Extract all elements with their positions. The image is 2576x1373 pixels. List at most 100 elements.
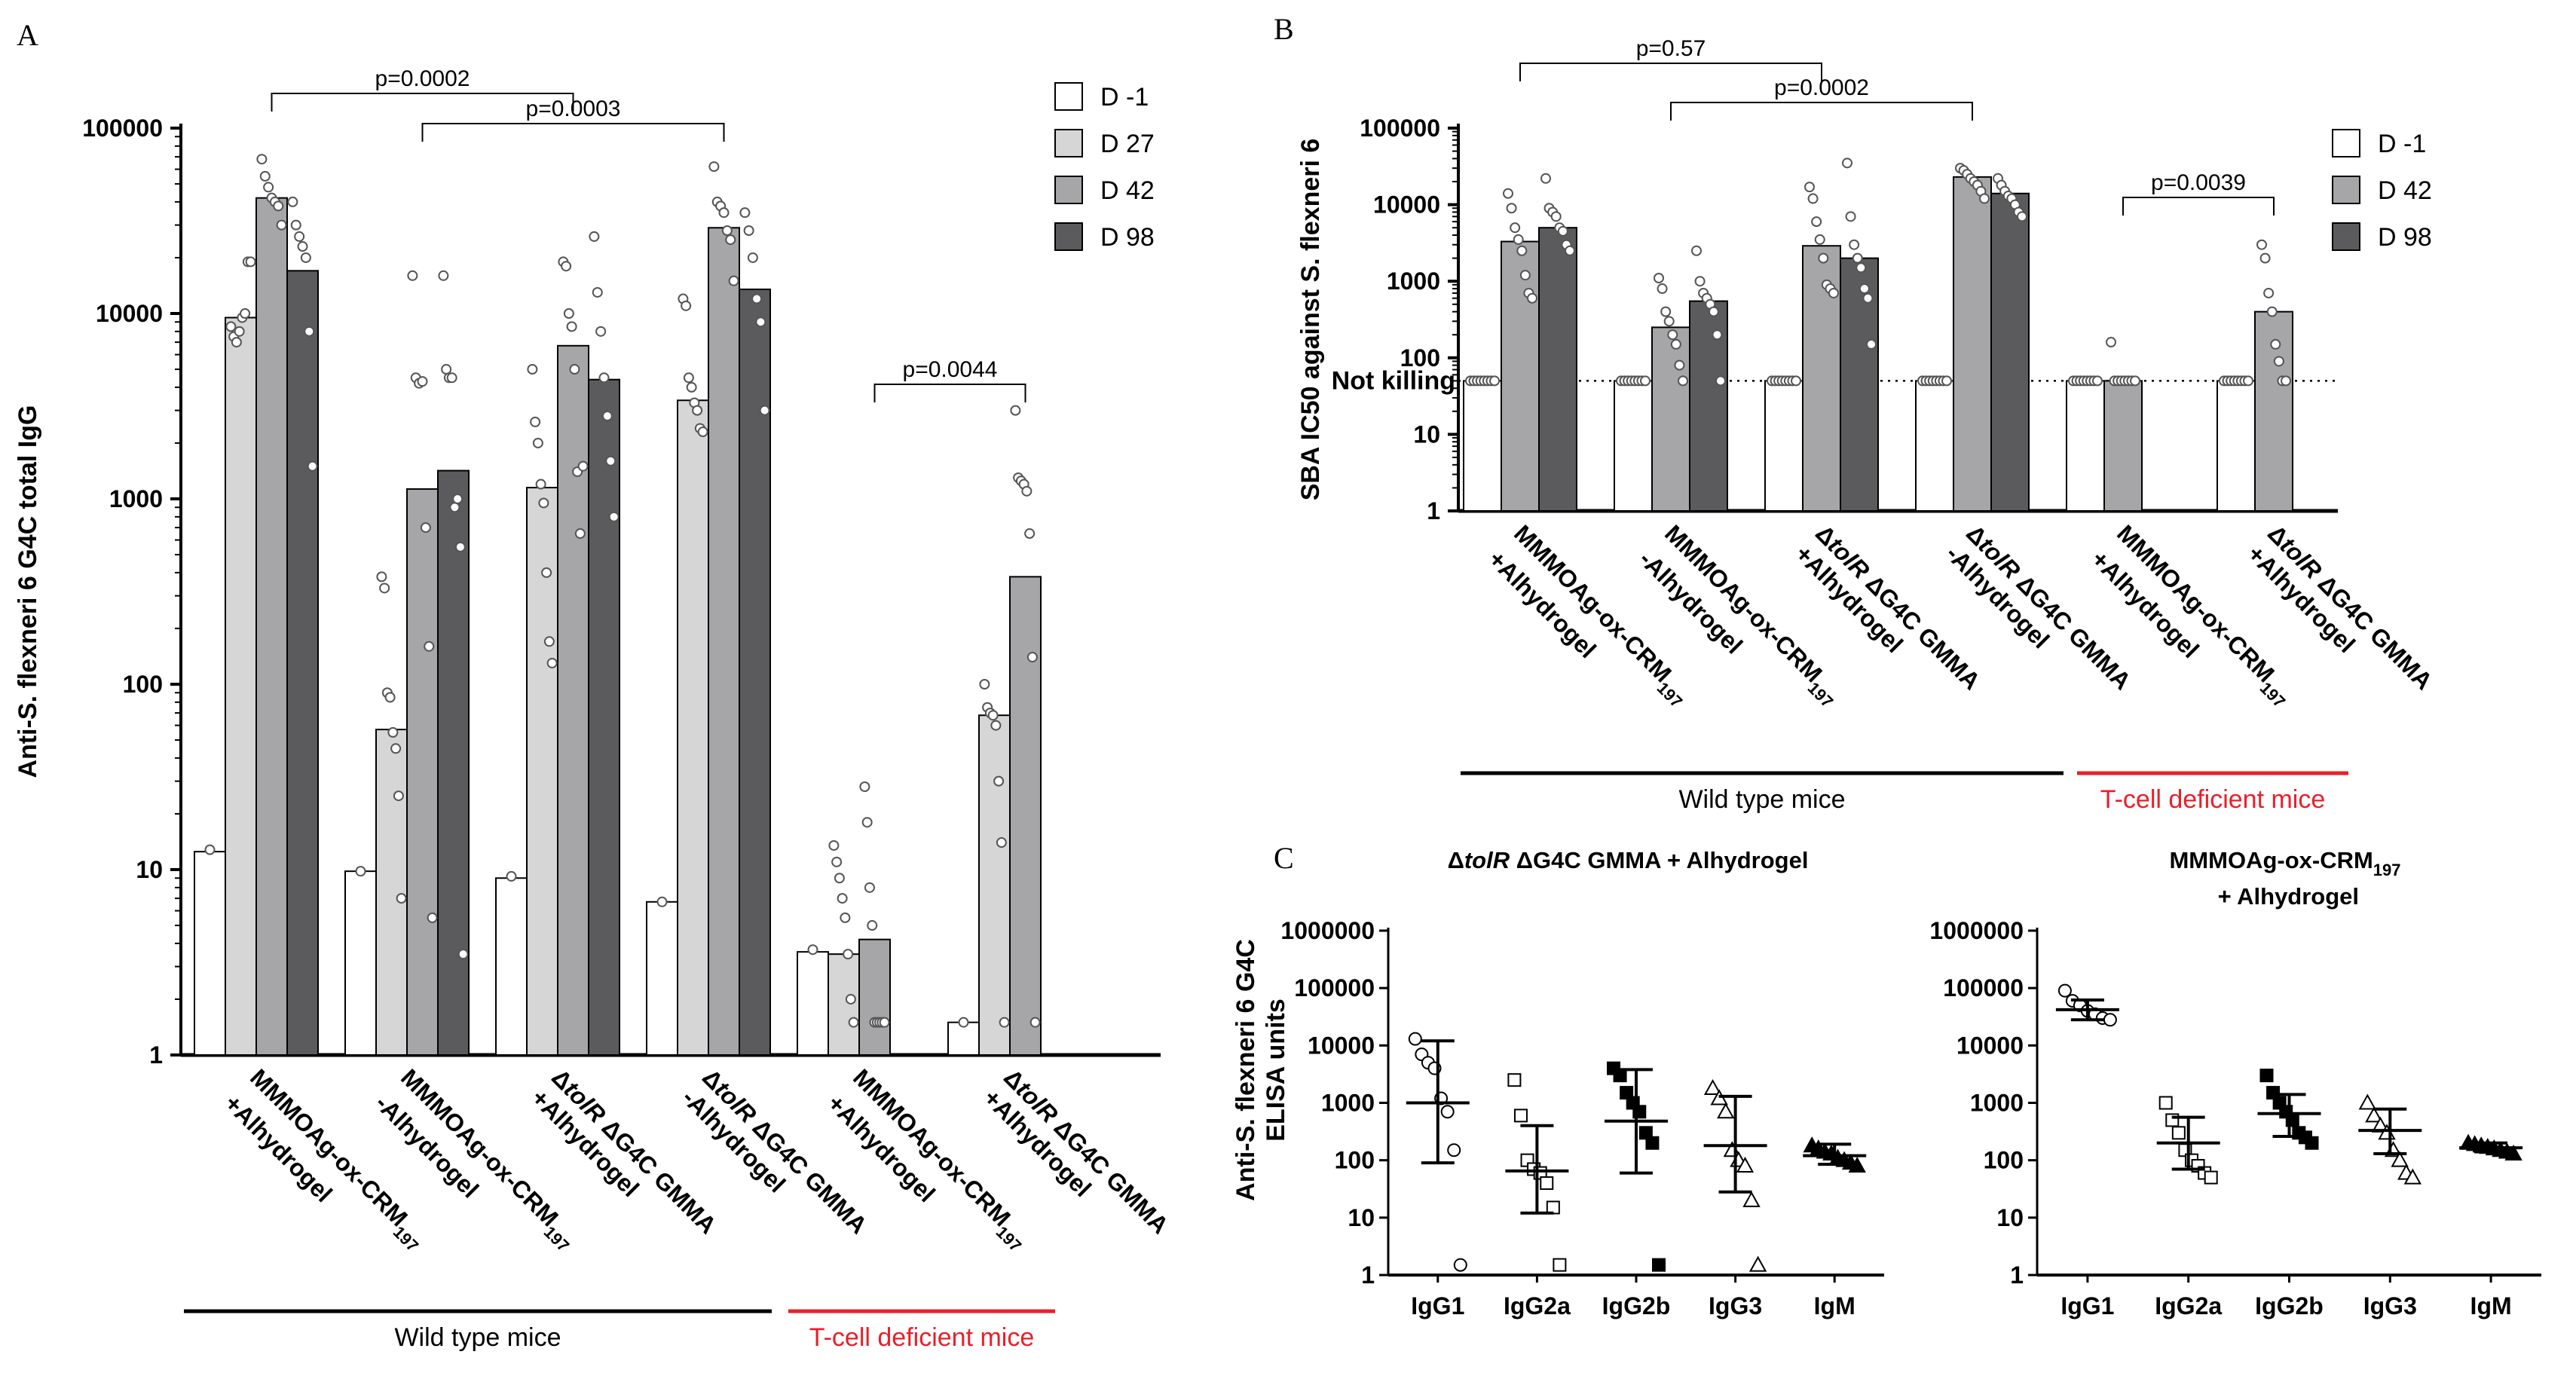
data-point — [2403, 1168, 2422, 1185]
bar — [588, 378, 620, 1056]
data-point — [2243, 375, 2253, 387]
data-point — [837, 893, 848, 904]
reference-line-label: Not killing — [1332, 366, 1455, 395]
data-point — [1489, 375, 1500, 387]
data-point — [527, 364, 538, 375]
data-point — [1440, 1105, 1455, 1119]
data-point — [751, 293, 763, 304]
panel-letter: B — [1274, 12, 1294, 46]
data-point — [427, 912, 438, 923]
y-tick-label: 1000 — [109, 485, 163, 512]
legend-label: D 98 — [2378, 223, 2432, 252]
y-tick-label: 10000 — [1956, 1032, 2024, 1059]
data-point — [276, 219, 287, 231]
data-point — [2281, 375, 2291, 387]
y-tick-label: 100000 — [1943, 974, 2024, 1001]
data-point — [407, 270, 418, 281]
data-point — [446, 372, 457, 384]
y-tick-label: 10 — [1413, 420, 1440, 448]
bar — [2066, 380, 2105, 512]
legend-label: D -1 — [2378, 130, 2426, 158]
y-tick-label: 10 — [1348, 1204, 1375, 1231]
data-point — [1941, 375, 1952, 387]
bar — [978, 714, 1011, 1056]
data-point — [1848, 1156, 1866, 1173]
data-point — [256, 154, 268, 165]
subpanel: ΔtolR ΔG4C GMMA + Alhydrogel 1 10 100 1000 10… — [1280, 847, 1884, 1319]
data-point — [2504, 1144, 2522, 1160]
data-point — [307, 460, 318, 472]
data-point — [608, 511, 620, 522]
data-point — [543, 636, 555, 647]
data-point — [457, 949, 469, 960]
data-point — [355, 866, 366, 877]
data-point — [1807, 193, 1819, 204]
data-point — [1513, 1108, 1528, 1123]
y-tick-label: 10 — [136, 856, 163, 883]
x-tick-label: IgG3 — [2363, 1292, 2417, 1319]
legend-swatch — [2332, 176, 2360, 204]
pvalue-label: p=0.0003 — [526, 96, 621, 121]
data-point — [2273, 356, 2284, 367]
data-point — [1453, 1258, 1467, 1272]
data-point — [1553, 1258, 1567, 1272]
pvalue-label: p=0.57 — [1636, 36, 1706, 61]
data-point — [999, 1017, 1010, 1028]
data-point — [598, 372, 610, 384]
data-point — [1024, 528, 1036, 540]
data-point — [263, 182, 274, 193]
group-label: Wild type mice — [394, 1323, 561, 1352]
data-point — [1660, 306, 1672, 317]
data-point — [990, 720, 1002, 731]
data-point — [1026, 652, 1038, 663]
data-point — [287, 196, 298, 207]
data-point — [441, 364, 452, 375]
data-point — [546, 657, 558, 668]
data-point — [859, 781, 870, 792]
data-point — [656, 896, 668, 907]
x-tick-label: IgM — [2470, 1292, 2512, 1319]
y-tick-label: 100 — [1400, 344, 1440, 372]
data-point — [297, 241, 308, 252]
y-axis-label: Anti-S. flexneri 6 G4C — [1231, 939, 1260, 1201]
data-point — [721, 225, 733, 236]
data-point — [728, 275, 739, 286]
data-point — [1667, 329, 1678, 341]
data-point — [304, 326, 315, 337]
y-tick-label: 1000 — [1970, 1090, 2024, 1117]
bar — [1764, 380, 1804, 512]
data-point — [958, 1017, 969, 1028]
group-label: T-cell deficient mice — [809, 1323, 1035, 1352]
data-point — [541, 567, 552, 578]
data-point — [1663, 316, 1675, 327]
y-axis-label: Anti-S. flexneri 6 G4C total IgG — [14, 405, 42, 778]
data-point — [1010, 405, 1021, 416]
data-point — [1862, 292, 1874, 304]
data-point — [759, 405, 770, 416]
data-point — [2130, 375, 2140, 387]
x-tick-label: IgG2b — [2255, 1292, 2324, 1319]
data-point — [1715, 375, 1726, 387]
y-tick-label: 100000 — [82, 115, 163, 142]
data-point — [1859, 283, 1870, 295]
y-tick-label: 1000 — [1321, 1090, 1375, 1117]
data-point — [987, 710, 999, 721]
bar — [828, 953, 860, 1057]
data-point — [2256, 239, 2267, 250]
data-point — [561, 261, 572, 272]
x-tick-label: IgG2a — [2155, 1292, 2222, 1319]
data-point — [2092, 375, 2103, 387]
subpanel-title-part: Δ — [1448, 847, 1464, 873]
data-point — [1503, 188, 1513, 199]
data-point — [577, 460, 589, 472]
y-tick-label: 10000 — [1308, 1032, 1375, 1059]
category-label: MMMOAg-ox-CRM197+Alhydrogel — [219, 1063, 422, 1255]
data-point — [204, 844, 216, 855]
bar — [1953, 176, 1992, 512]
data-point — [1694, 276, 1706, 287]
panel-letter: C — [1274, 841, 1294, 875]
data-point — [1845, 211, 1856, 222]
data-point — [840, 912, 851, 923]
bar — [406, 488, 439, 1056]
data-point — [1849, 239, 1860, 250]
